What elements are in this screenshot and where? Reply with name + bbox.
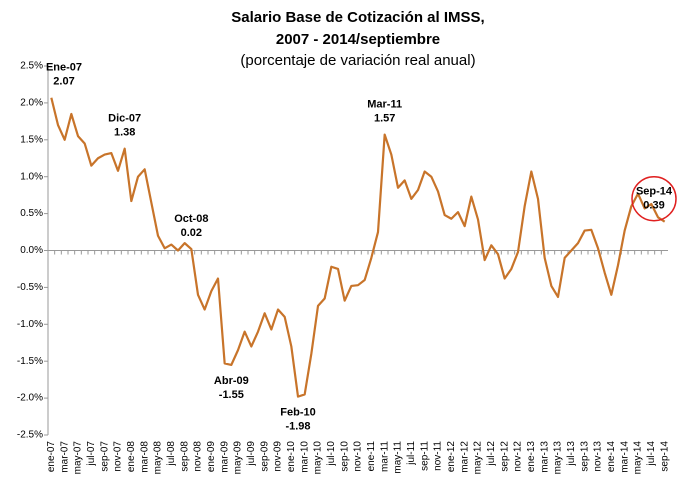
chart-title: 2007 - 2014/septiembre xyxy=(276,31,440,48)
x-tick-label: ene-10 xyxy=(286,441,297,473)
x-tick-label: nov-10 xyxy=(353,441,364,472)
x-tick-label: may-13 xyxy=(553,441,564,475)
x-tick-label: jul-08 xyxy=(166,441,177,467)
x-tick-label: nov-09 xyxy=(273,441,284,472)
x-tick-label: may-07 xyxy=(73,441,84,475)
x-tick-label: ene-14 xyxy=(606,441,617,473)
annotation-label: Ene-07 xyxy=(46,62,82,74)
line xyxy=(50,97,666,398)
annotation-label: Sep-14 xyxy=(636,186,673,198)
x-tick-label: sep-12 xyxy=(499,441,510,472)
x-tick-label: mar-14 xyxy=(619,441,630,473)
x-tick-label: mar-11 xyxy=(379,441,390,472)
x-tick-label: sep-09 xyxy=(259,441,270,472)
x-tick-label: sep-07 xyxy=(99,441,110,472)
y-tick-label: -1.5% xyxy=(17,356,43,367)
x-tick-label: sep-10 xyxy=(339,441,350,472)
x-tick-label: mar-08 xyxy=(139,441,150,473)
y-tick-label: -0.5% xyxy=(17,282,43,293)
x-tick-label: jul-12 xyxy=(486,441,497,467)
y-tick-label: -2.0% xyxy=(17,393,43,404)
x-tick-label: mar-10 xyxy=(299,441,310,473)
x-tick-label: ene-09 xyxy=(206,441,217,473)
y-tick-label: 0.0% xyxy=(20,245,43,256)
annotation-label: Oct-08 xyxy=(174,213,208,225)
annotation-value: 2.07 xyxy=(53,76,74,88)
annotation-value: 1.38 xyxy=(114,127,135,139)
x-tick-label: nov-12 xyxy=(513,441,524,472)
x-tick-label: ene-07 xyxy=(46,441,57,473)
x-tick-label: ene-08 xyxy=(126,441,137,473)
x-tick-label: nov-08 xyxy=(193,441,204,472)
x-tick-label: jul-14 xyxy=(646,441,657,467)
x-tick-label: mar-13 xyxy=(539,441,550,473)
y-tick-label: 1.5% xyxy=(20,134,43,145)
annotation-label: Mar-11 xyxy=(367,99,402,111)
chart-subtitle: (porcentaje de variación real anual) xyxy=(240,52,475,69)
x-tick-label: nov-11 xyxy=(433,441,444,471)
y-tick-label: 1.0% xyxy=(20,171,43,182)
annotation-value: 1.57 xyxy=(374,113,395,125)
x-tick-label: mar-12 xyxy=(459,441,470,473)
x-tick-label: ene-12 xyxy=(446,441,457,473)
x-tick-label: jul-07 xyxy=(86,441,97,467)
x-tick-label: mar-07 xyxy=(59,441,70,473)
y-tick-label: 0.5% xyxy=(20,208,43,219)
annotation-label: Feb-10 xyxy=(280,407,315,419)
highlight-circle xyxy=(631,175,677,222)
annotation-label: Abr-09 xyxy=(214,375,249,387)
x-tick-label: may-14 xyxy=(633,441,644,475)
x-tick-label: may-08 xyxy=(153,441,164,475)
y-tick-label: 2.5% xyxy=(20,61,43,72)
x-tick-label: sep-11 xyxy=(419,441,430,471)
x-tick-label: nov-07 xyxy=(113,441,124,472)
x-tick-label: jul-10 xyxy=(326,441,337,467)
x-tick-label: mar-09 xyxy=(219,441,230,473)
x-tick-label: sep-14 xyxy=(659,441,670,472)
x-tick-label: sep-08 xyxy=(179,441,190,472)
chart-title: Salario Base de Cotización al IMSS, xyxy=(231,9,484,26)
x-tick-label: ene-13 xyxy=(526,441,537,473)
annotation-value: 0.02 xyxy=(181,227,202,239)
y-tick-label: -1.0% xyxy=(17,319,43,330)
x-tick-label: may-10 xyxy=(313,441,324,475)
x-tick-label: ene-11 xyxy=(366,441,377,472)
y-tick-label: 2.0% xyxy=(20,98,43,109)
annotation-value: -1.98 xyxy=(285,421,310,433)
x-tick-label: jul-11 xyxy=(406,441,417,466)
annotation-label: Dic-07 xyxy=(108,113,141,125)
x-tick-label: nov-13 xyxy=(593,441,604,472)
x-tick-label: sep-13 xyxy=(579,441,590,472)
annotation-value: 0.39 xyxy=(643,200,664,212)
x-tick-label: jul-13 xyxy=(566,441,577,467)
x-tick-label: may-11 xyxy=(393,441,404,474)
x-tick-label: jul-09 xyxy=(246,441,257,467)
y-tick-label: -2.5% xyxy=(17,430,43,441)
x-tick-label: may-09 xyxy=(233,441,244,475)
annotation-value: -1.55 xyxy=(219,389,244,401)
x-tick-label: may-12 xyxy=(473,441,484,475)
